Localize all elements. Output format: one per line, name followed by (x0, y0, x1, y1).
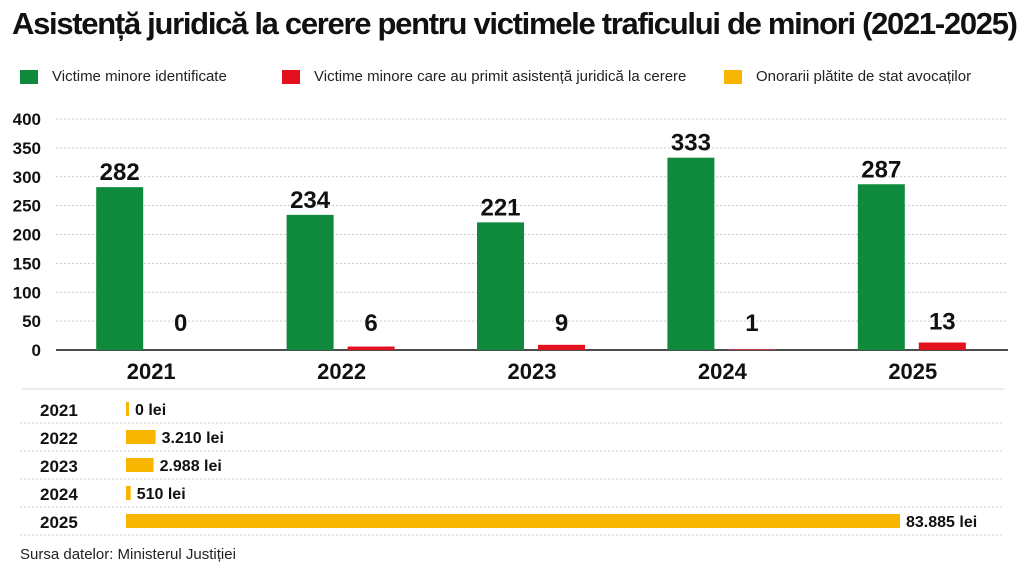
bar-assisted (918, 342, 966, 350)
legend-label-identified: Victime minore identificate (52, 68, 227, 85)
bar-identified (667, 157, 715, 350)
fee-bar (126, 458, 154, 472)
data-label: 0 (174, 310, 187, 337)
legend-swatch-yellow (724, 69, 742, 84)
fee-year-label: 2021 (40, 401, 78, 420)
x-tick-label: 2024 (698, 359, 748, 384)
data-label: 1 (745, 310, 758, 337)
y-tick-label: 150 (13, 254, 41, 273)
data-label: 221 (480, 194, 520, 221)
legend-item-identified: Victime minore identificate (20, 68, 227, 85)
fee-value-label: 2.988 lei (160, 458, 222, 475)
x-tick-label: 2022 (317, 359, 366, 384)
bar-identified (477, 222, 524, 350)
y-tick-label: 50 (22, 312, 41, 331)
bar-assisted (347, 346, 395, 350)
fee-value-label: 83.885 lei (906, 514, 977, 531)
legend-swatch-green (20, 69, 38, 84)
bar-identified (96, 187, 144, 350)
bar-identified (857, 184, 905, 350)
fee-bar (126, 486, 131, 500)
x-tick-label: 2025 (888, 359, 937, 384)
chart-title: Asistență juridică la cerere pentru vict… (12, 6, 1018, 41)
fee-bar (126, 402, 129, 416)
bar-identified (286, 214, 334, 350)
bar-assisted (538, 344, 585, 350)
y-tick-label: 200 (13, 226, 41, 245)
fee-value-label: 0 lei (135, 402, 166, 419)
data-label: 13 (929, 308, 956, 335)
source-note: Sursa datelor: Ministerul Justiției (20, 546, 236, 563)
y-tick-label: 300 (13, 168, 41, 187)
data-label: 282 (100, 159, 140, 186)
bar-assisted (728, 349, 776, 350)
legend-label-fees: Onorarii plătite de stat avocaților (756, 68, 972, 85)
data-label: 234 (290, 187, 331, 214)
data-label: 9 (555, 310, 568, 337)
legend-label-assisted: Victime minore care au primit asistență … (314, 68, 687, 85)
legend: Victime minore identificate Victime mino… (0, 68, 1024, 92)
fee-bar (126, 430, 156, 444)
fee-year-label: 2024 (40, 485, 78, 504)
data-label: 6 (364, 310, 377, 337)
fee-year-label: 2022 (40, 429, 78, 448)
fee-year-label: 2025 (40, 513, 78, 532)
x-tick-label: 2023 (508, 359, 557, 384)
y-tick-label: 0 (32, 341, 41, 360)
y-tick-label: 250 (13, 197, 41, 216)
fee-value-label: 3.210 lei (162, 430, 224, 447)
fee-bar (126, 514, 900, 528)
fee-year-label: 2023 (40, 457, 78, 476)
legend-item-fees: Onorarii plătite de stat avocaților (724, 68, 971, 85)
x-tick-label: 2021 (127, 359, 176, 384)
data-label: 287 (861, 156, 901, 183)
y-tick-label: 100 (13, 283, 41, 302)
fee-value-label: 510 lei (137, 486, 186, 503)
fees-bar-chart: 2021 0 lei 2022 3.210 lei 2023 2.988 lei 2024 5… (20, 401, 1004, 536)
victims-bar-chart: 0 50 100 150 200 250 300 350 400 2021 282 0 2022 234 6… (13, 110, 1008, 390)
y-tick-label: 350 (13, 139, 41, 158)
data-label: 333 (671, 130, 711, 157)
legend-item-assisted: Victime minore care au primit asistență … (282, 68, 686, 85)
legend-swatch-red (282, 69, 300, 84)
y-tick-label: 400 (13, 110, 41, 129)
